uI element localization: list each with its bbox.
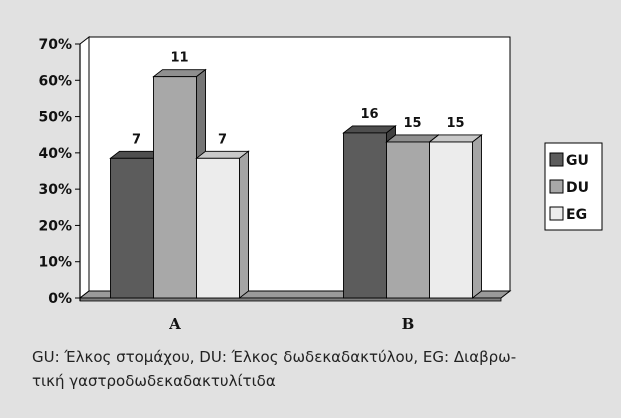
data-label-gu-b: 16 — [360, 107, 378, 122]
y-tick-label: 70% — [38, 37, 72, 53]
bar-gu-a — [110, 157, 154, 299]
y-tick-label: 60% — [38, 73, 72, 89]
y-tick-label: 30% — [38, 182, 72, 198]
figure-caption: GU: Έλκος στομάχου, DU: Έλκος δωδεκαδακτ… — [32, 345, 602, 393]
x-category-label: B — [402, 315, 415, 333]
data-label-du-b: 15 — [403, 116, 421, 131]
x-category-label: A — [168, 315, 181, 333]
legend-label-du: DU — [566, 180, 589, 196]
bar-du-a — [153, 76, 197, 299]
left-wall — [79, 35, 90, 300]
data-label-eg-a: 7 — [218, 132, 227, 147]
y-tick-label: 40% — [38, 146, 72, 162]
bar-du-b — [386, 141, 430, 299]
legend-label-gu: GU — [566, 153, 589, 169]
data-label-gu-a: 7 — [132, 132, 141, 147]
bar-side-eg-b — [472, 134, 482, 299]
legend-swatch-du — [549, 179, 564, 194]
y-tick-label: 0% — [48, 291, 72, 307]
bar-chart: 0% 10% 20% 30% 40% 50% 60% 70% 7 11 7 A 16 15 15 B GU DU E… — [38, 35, 603, 333]
legend-label-eg: EG — [566, 207, 587, 223]
chart-floor-edge — [79, 297, 502, 302]
data-label-du-a: 11 — [170, 51, 188, 66]
caption-line-2: τική γαστροδωδεκαδακτυλίτιδα — [32, 372, 276, 390]
bar-gu-b — [343, 132, 387, 299]
bar-eg-a — [196, 157, 240, 299]
bar-side-eg-a — [239, 150, 249, 299]
caption-line-1: GU: Έλκος στομάχου, DU: Έλκος δωδεκαδακτ… — [32, 348, 517, 366]
y-tick-label: 10% — [38, 255, 72, 271]
bar-eg-b — [429, 141, 473, 299]
data-label-eg-b: 15 — [446, 116, 464, 131]
y-tick-label: 20% — [38, 218, 72, 234]
legend-swatch-gu — [549, 152, 564, 167]
legend-swatch-eg — [549, 206, 564, 221]
y-tick-label: 50% — [38, 110, 72, 126]
